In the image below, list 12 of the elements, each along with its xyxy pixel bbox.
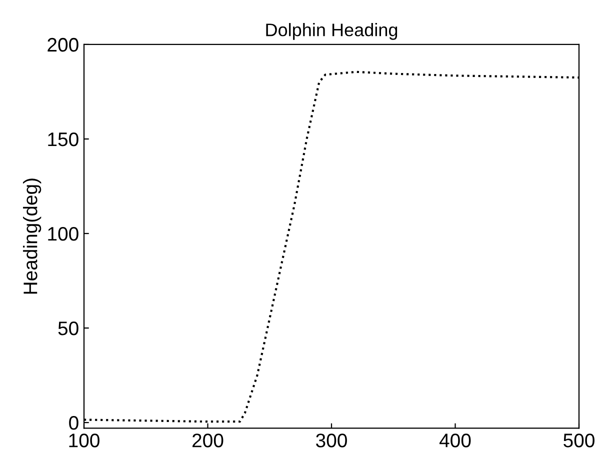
y-tick-label: 200	[48, 38, 78, 52]
y-tick-label: 0	[69, 416, 78, 430]
y-axis-title: Heading(deg)	[23, 178, 42, 294]
x-tick-label: 100	[69, 434, 100, 448]
x-tick-label: 400	[439, 434, 471, 448]
x-tick-label: 500	[564, 434, 594, 448]
y-tick-label: 100	[48, 226, 78, 241]
y-tick-label: 50	[58, 321, 78, 336]
x-tick-label: 200	[192, 434, 224, 448]
y-tick-label: 150	[48, 132, 78, 146]
x-tick-label: 300	[316, 434, 347, 448]
chart-title: Dolphin Heading	[266, 23, 398, 40]
